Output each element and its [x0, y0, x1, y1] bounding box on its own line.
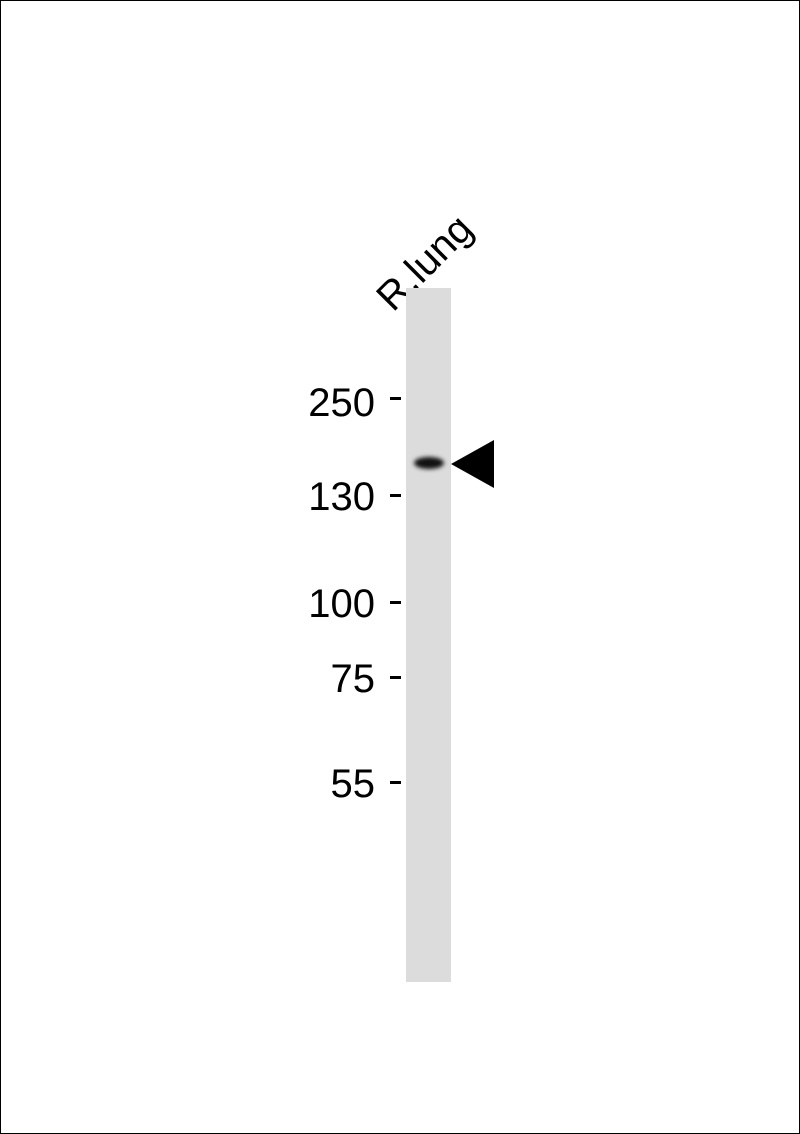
marker-label-55: 55 — [330, 762, 376, 806]
marker-tick — [390, 397, 401, 400]
arrowhead-left-icon — [451, 440, 494, 488]
marker-tick — [390, 494, 401, 497]
marker-tick — [390, 601, 401, 604]
gel-lane — [406, 288, 451, 982]
marker-tick — [390, 781, 401, 784]
marker-label-250: 250 — [308, 381, 375, 425]
marker-label-75: 75 — [330, 657, 376, 701]
marker-label-100: 100 — [308, 582, 375, 626]
marker-label-130: 130 — [308, 475, 375, 519]
protein-band — [414, 457, 444, 469]
marker-tick — [390, 676, 401, 679]
